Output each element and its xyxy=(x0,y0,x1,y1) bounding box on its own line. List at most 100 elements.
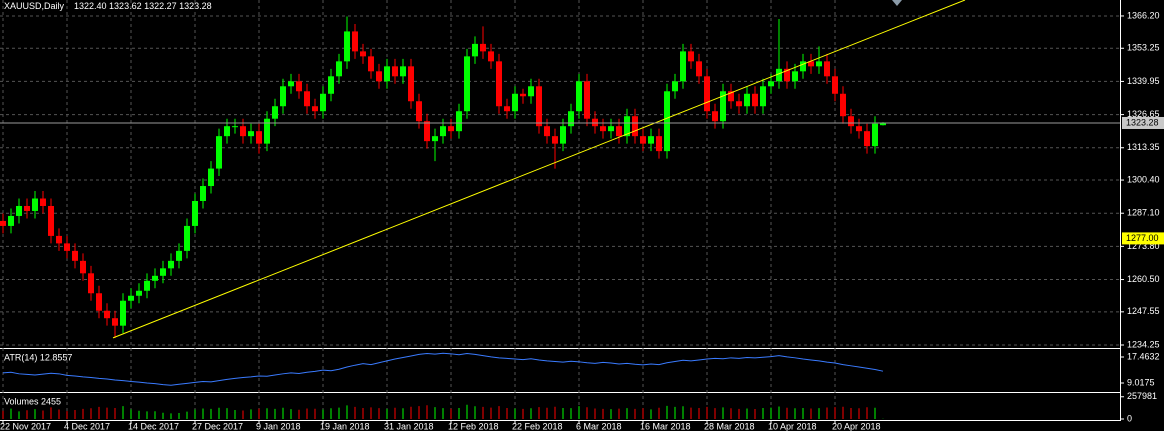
candle-body xyxy=(824,61,830,77)
y-tick-label: 1234.25 xyxy=(1127,339,1160,349)
y-tick-label: 0 xyxy=(1127,413,1132,423)
indicator-label: Volumes 2455 xyxy=(4,396,61,406)
candle-body xyxy=(144,280,150,291)
candle-body xyxy=(440,126,446,137)
candle-body xyxy=(416,101,422,122)
candle-body xyxy=(32,198,38,211)
candle-body xyxy=(80,260,86,274)
candle-body xyxy=(272,106,278,119)
candle-body xyxy=(752,93,758,107)
candle-body xyxy=(136,290,142,296)
candle-body xyxy=(280,86,286,107)
candle-body xyxy=(656,136,662,152)
candle-body xyxy=(448,126,454,132)
bid-label: 1323.28 xyxy=(1126,117,1159,127)
candle-body xyxy=(360,51,366,57)
trendline xyxy=(112,0,966,339)
candle-body xyxy=(16,205,22,216)
x-tick-label: 22 Nov 2017 xyxy=(0,421,51,431)
candle-body xyxy=(88,273,94,294)
x-tick-label: 6 Mar 2018 xyxy=(576,421,622,431)
candle-body xyxy=(872,123,878,147)
x-tick-label: 10 Apr 2018 xyxy=(768,421,817,431)
candle-body xyxy=(344,31,350,62)
candle-body xyxy=(240,126,246,137)
bid-label-box xyxy=(1122,116,1164,129)
candle-body xyxy=(536,86,542,127)
candle-body xyxy=(0,220,6,226)
candle-body xyxy=(712,111,718,122)
candle-body xyxy=(296,81,302,92)
candle-body xyxy=(568,111,574,127)
candle-body xyxy=(368,56,374,72)
candle-body xyxy=(560,126,566,144)
candle-body xyxy=(176,250,182,261)
candle-body xyxy=(256,131,262,144)
candle-body xyxy=(672,81,678,92)
y-tick-label: 1260.50 xyxy=(1127,274,1160,284)
candle-body xyxy=(128,295,134,301)
candle-body xyxy=(104,310,110,319)
candle-body xyxy=(320,93,326,112)
x-tick-label: 22 Feb 2018 xyxy=(512,421,563,431)
y-tick-label: 9.0175 xyxy=(1127,377,1155,387)
x-tick-label: 16 Mar 2018 xyxy=(640,421,691,431)
candle-body xyxy=(168,260,174,269)
y-tick-label: 1339.95 xyxy=(1127,76,1160,86)
candle-body xyxy=(792,71,798,82)
candle-body xyxy=(584,81,590,119)
candle-body xyxy=(328,76,334,94)
candle-body xyxy=(776,68,782,82)
y-tick-label: 1366.20 xyxy=(1127,10,1160,20)
x-tick-label: 27 Dec 2017 xyxy=(192,421,243,431)
level-label-box xyxy=(1122,232,1164,245)
candle-body xyxy=(208,168,214,187)
candle-body xyxy=(512,93,518,112)
candle-body xyxy=(840,93,846,117)
candle-body xyxy=(744,93,750,107)
candle-body xyxy=(832,76,838,94)
candle-body xyxy=(664,91,670,152)
candle-body xyxy=(288,81,294,87)
y-tick-label: 257981 xyxy=(1127,391,1157,401)
candle-body xyxy=(432,136,438,142)
candle-body xyxy=(464,56,470,112)
candle-body xyxy=(336,61,342,77)
candle-body xyxy=(152,275,158,281)
candle-body xyxy=(760,86,766,107)
candle-body xyxy=(48,205,54,236)
candle-body xyxy=(120,300,126,326)
candle-body xyxy=(608,126,614,132)
candle-body xyxy=(624,116,630,137)
x-tick-label: 4 Dec 2017 xyxy=(64,421,110,431)
x-tick-label: 31 Jan 2018 xyxy=(384,421,434,431)
x-tick-label: 28 Mar 2018 xyxy=(704,421,755,431)
candle-body xyxy=(192,200,198,226)
y-tick-label: 1326.65 xyxy=(1127,109,1160,119)
candle-body xyxy=(736,101,742,107)
candle-body xyxy=(528,86,534,97)
candle-body xyxy=(576,81,582,112)
ohlc-text: 1322.40 1323.62 1322.27 1323.28 xyxy=(74,1,212,11)
candle-body xyxy=(680,51,686,82)
symbol: XAUUSD,Daily xyxy=(4,1,65,11)
alert-marker xyxy=(892,0,902,6)
candle-body xyxy=(600,126,606,132)
candle-body xyxy=(544,126,550,137)
candle-body xyxy=(184,225,190,251)
candle-body xyxy=(688,51,694,62)
candle-body xyxy=(504,106,510,112)
candle-body xyxy=(8,215,14,226)
candle-body xyxy=(720,91,726,122)
candle-body xyxy=(768,81,774,87)
candle-body xyxy=(816,61,822,67)
candle-body xyxy=(552,136,558,144)
candle-body xyxy=(592,118,598,127)
candle-body xyxy=(616,126,622,137)
candle-body xyxy=(40,198,46,206)
y-tick-label: 1273.80 xyxy=(1127,241,1160,251)
candle-body xyxy=(704,76,710,112)
